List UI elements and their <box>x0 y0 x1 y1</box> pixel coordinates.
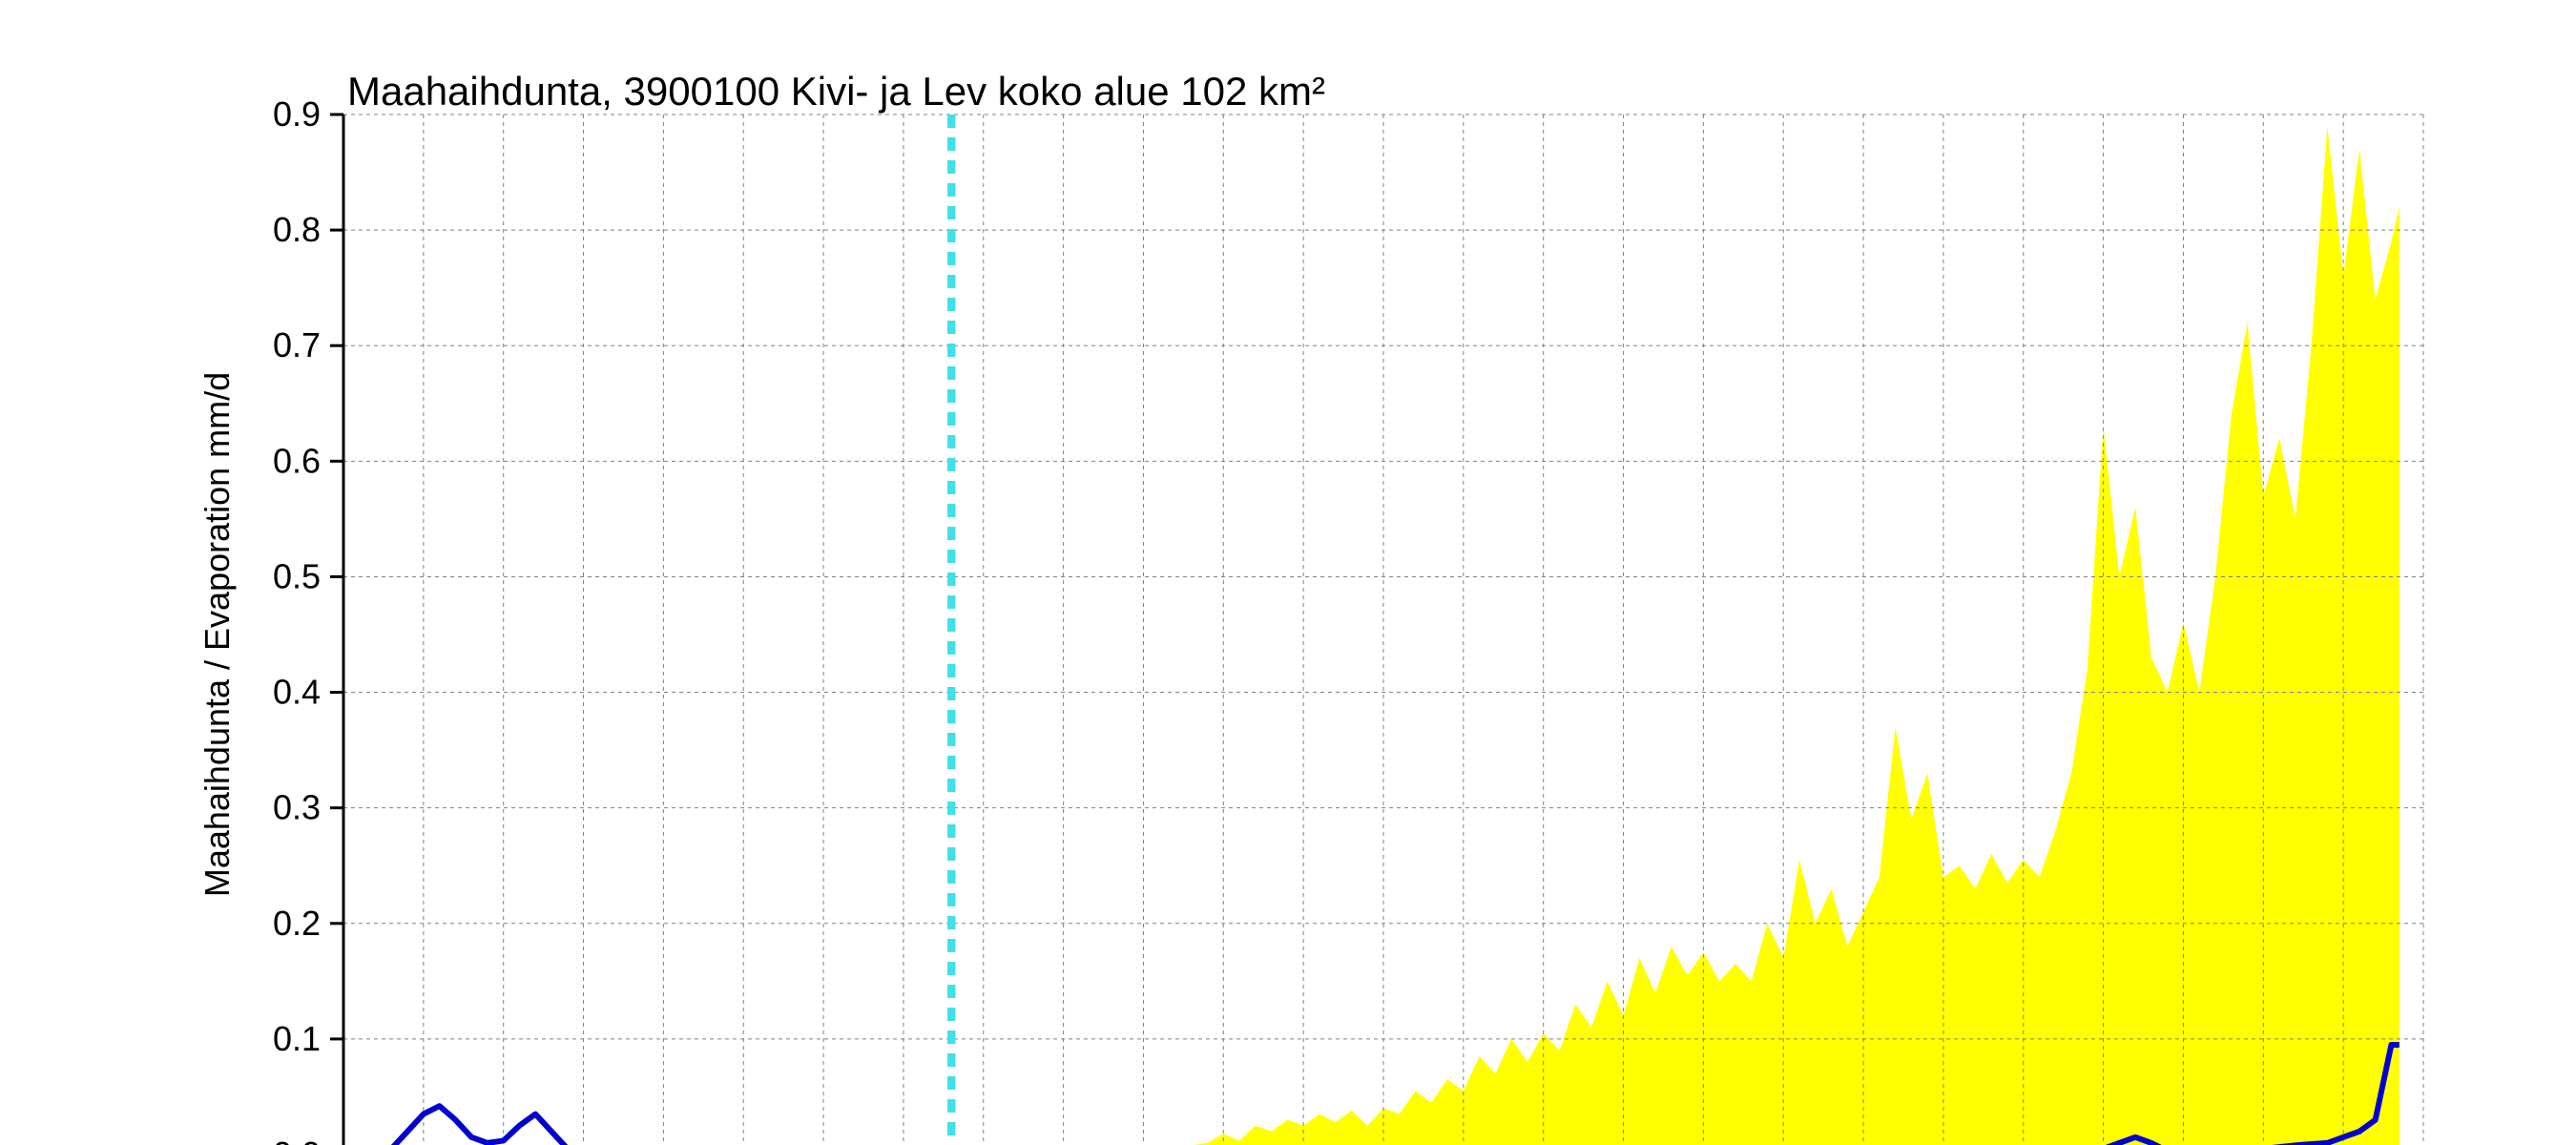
chart-svg: 0.00.10.20.30.40.50.60.70.80.9Joulukuu20… <box>0 0 2576 1145</box>
y-tick-label: 0.7 <box>273 325 321 364</box>
y-tick-label: 0.5 <box>273 556 321 595</box>
y-tick-label: 0.8 <box>273 210 321 249</box>
y-tick-label: 0.9 <box>273 94 321 134</box>
y-tick-label: 0.6 <box>273 441 321 480</box>
y-tick-label: 0.0 <box>273 1135 321 1145</box>
forecast-range-area <box>1111 126 2399 1145</box>
evaporation-chart: 0.00.10.20.30.40.50.60.70.80.9Joulukuu20… <box>0 0 2576 1145</box>
y-tick-label: 0.4 <box>273 673 321 712</box>
y-tick-label: 0.1 <box>273 1019 321 1058</box>
chart-title: Maahaihdunta, 3900100 Kivi- ja Lev koko … <box>347 69 1325 114</box>
y-tick-label: 0.2 <box>273 904 321 943</box>
y-axis-label: Maahaihdunta / Evaporation mm/d <box>197 372 237 897</box>
y-tick-label: 0.3 <box>273 788 321 827</box>
